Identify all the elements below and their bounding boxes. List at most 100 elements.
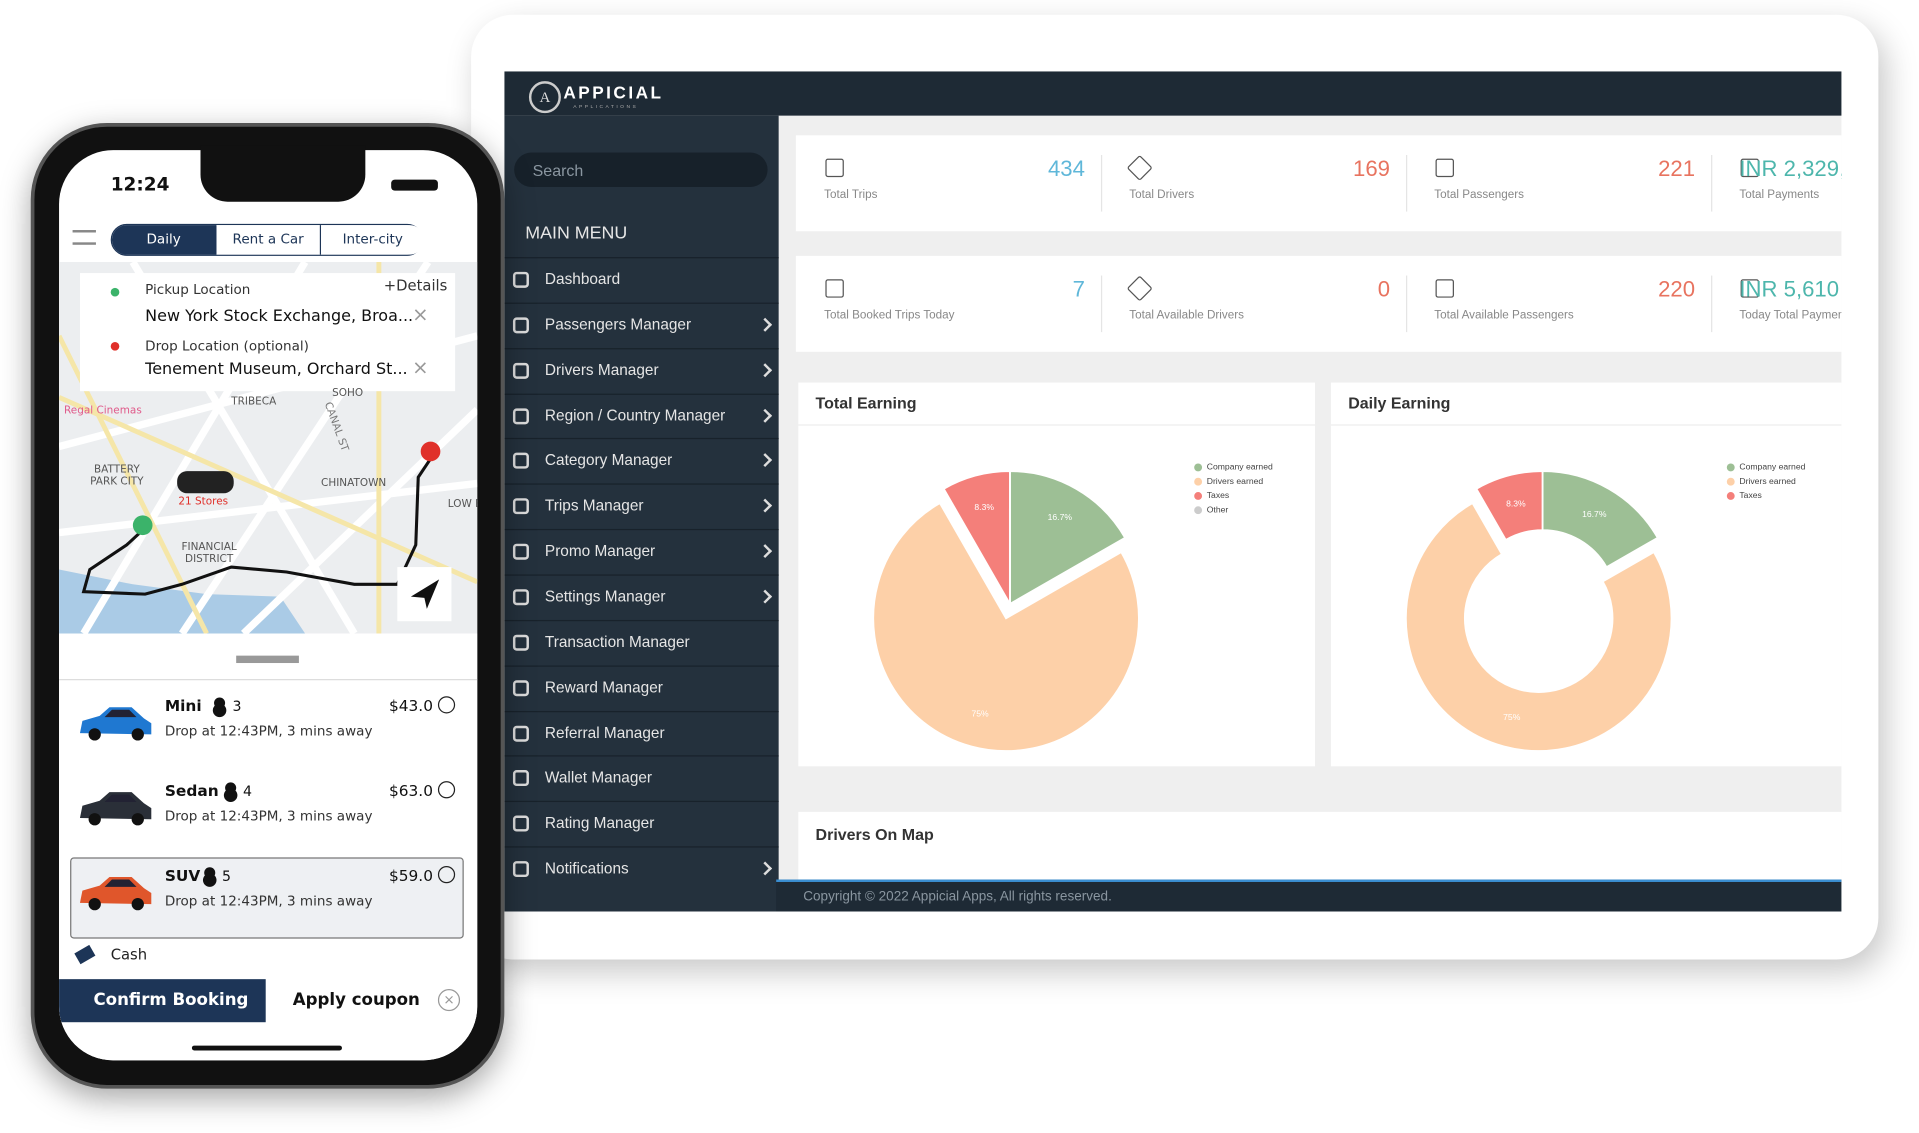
search-box[interactable] bbox=[514, 152, 768, 187]
stat-value: 221 bbox=[1658, 156, 1696, 181]
clear-pickup[interactable]: × bbox=[412, 302, 429, 326]
coupon-close[interactable]: × bbox=[437, 989, 461, 1012]
menu-item[interactable]: Trips Manager bbox=[544, 497, 644, 515]
menu-item[interactable]: Wallet Manager bbox=[544, 769, 653, 787]
divider bbox=[59, 679, 478, 681]
menu-separator bbox=[504, 619, 779, 621]
menu-separator bbox=[504, 483, 779, 485]
stat-label: Total Trips bbox=[824, 188, 878, 202]
menu-item[interactable]: Transaction Manager bbox=[544, 633, 690, 651]
coupon-button[interactable]: Apply coupon bbox=[292, 990, 420, 1010]
stat-label: Total Drivers bbox=[1129, 188, 1195, 202]
wheel bbox=[88, 897, 101, 911]
legend-swatch bbox=[1726, 463, 1735, 472]
slice-label: 16.7% bbox=[1582, 509, 1607, 519]
stat-value: 7 bbox=[1072, 276, 1085, 302]
car-window bbox=[104, 794, 137, 803]
menu-icon bbox=[512, 498, 529, 515]
stat-value: INR 2,329, bbox=[1739, 156, 1842, 181]
car-window bbox=[104, 709, 137, 718]
legend-label: Drivers earned bbox=[1739, 476, 1796, 486]
menu-item[interactable]: Referral Manager bbox=[544, 723, 665, 742]
wheel bbox=[131, 813, 144, 826]
clear-drop[interactable]: × bbox=[412, 355, 429, 379]
pickup-address[interactable]: New York Stock Exchange, Broa... bbox=[145, 307, 414, 326]
drop-pin bbox=[420, 441, 441, 462]
menu-item[interactable]: Region / Country Manager bbox=[544, 406, 726, 424]
legend-swatch bbox=[1194, 506, 1203, 515]
ride-price: $63.0 bbox=[388, 781, 433, 800]
car-image bbox=[79, 877, 152, 911]
ride-price: $59.0 bbox=[388, 865, 433, 885]
wheel bbox=[131, 728, 144, 741]
menu-separator bbox=[504, 846, 779, 848]
stat-label: Total Available Passengers bbox=[1434, 308, 1574, 323]
menu-separator bbox=[504, 347, 779, 349]
details-link[interactable]: +Details bbox=[383, 276, 448, 294]
confirm-label: Confirm Booking bbox=[93, 990, 249, 1010]
confirm-button[interactable] bbox=[59, 979, 266, 1023]
wheel bbox=[88, 813, 101, 826]
menu-item[interactable]: Settings Manager bbox=[544, 587, 666, 606]
person-icon bbox=[203, 867, 215, 879]
sidebar bbox=[504, 115, 779, 912]
menu-item[interactable]: Notifications bbox=[544, 859, 629, 878]
chart-title-divider bbox=[1330, 424, 1842, 426]
tab[interactable]: Inter-city bbox=[321, 225, 425, 255]
ride-seats: 5 bbox=[222, 867, 232, 885]
menu-item[interactable]: Promo Manager bbox=[544, 542, 656, 560]
map-title: Drivers On Map bbox=[815, 825, 934, 844]
menu-item[interactable]: Category Manager bbox=[544, 451, 673, 470]
menu-item[interactable]: Drivers Manager bbox=[544, 361, 659, 379]
info-icon[interactable] bbox=[437, 696, 456, 714]
map-panel bbox=[798, 811, 1842, 880]
menu-separator bbox=[504, 302, 779, 304]
status-icons bbox=[391, 179, 438, 191]
menu-icon bbox=[512, 679, 529, 696]
tab[interactable]: Rent a Car bbox=[216, 225, 322, 255]
stats-card bbox=[795, 135, 1842, 232]
menu-separator bbox=[504, 393, 779, 395]
pie-chart: 16.7% 75% 8.3% Company earned Drivers earned… bbox=[872, 462, 1273, 752]
info-icon[interactable] bbox=[437, 865, 456, 884]
legend-swatch bbox=[1194, 463, 1203, 472]
menu-icon bbox=[512, 725, 529, 742]
pickup-pin bbox=[132, 515, 153, 536]
menu-title: MAIN MENU bbox=[525, 223, 628, 244]
stat-divider bbox=[1406, 275, 1408, 333]
pie-slice bbox=[872, 501, 1140, 752]
stat-label: Total Passengers bbox=[1434, 188, 1524, 202]
ride-name[interactable]: SUV bbox=[164, 865, 201, 885]
slice-label: 75% bbox=[1503, 712, 1521, 722]
tab[interactable]: Daily bbox=[111, 225, 217, 255]
menu-icon[interactable] bbox=[72, 230, 96, 245]
menu-item[interactable]: Passengers Manager bbox=[544, 315, 692, 334]
info-icon[interactable] bbox=[437, 781, 456, 799]
ride-name[interactable]: Sedan bbox=[164, 781, 219, 800]
stat-icon bbox=[825, 158, 844, 178]
menu-icon bbox=[512, 543, 529, 560]
payment-method[interactable]: Cash bbox=[110, 945, 148, 964]
legend-swatch bbox=[1726, 477, 1735, 486]
menu-icon bbox=[512, 271, 529, 288]
slice-label: 8.3% bbox=[1506, 498, 1526, 508]
wheel bbox=[88, 728, 101, 741]
dashboard-screen: A APPICIAL APPLICATIONS Search MAIN MENU… bbox=[504, 71, 1842, 912]
menu-item[interactable]: Reward Manager bbox=[544, 678, 663, 696]
menu-item[interactable]: Dashboard bbox=[544, 270, 621, 288]
slice-label: 8.3% bbox=[974, 502, 994, 512]
menu-item[interactable]: Rating Manager bbox=[544, 814, 655, 832]
ride-price: $43.0 bbox=[388, 696, 433, 715]
ride-name[interactable]: Mini bbox=[164, 696, 202, 715]
drop-address[interactable]: Tenement Museum, Orchard St... bbox=[145, 360, 408, 379]
car-image bbox=[79, 792, 152, 826]
phone-screen: Pickup Location +Details New York Stock … bbox=[59, 150, 478, 1061]
person-icon bbox=[214, 697, 226, 709]
stat-divider bbox=[1406, 154, 1408, 212]
stat-label: Total Payments bbox=[1739, 188, 1820, 202]
stat-icon bbox=[1740, 279, 1760, 298]
brand: APPICIAL bbox=[563, 82, 664, 103]
